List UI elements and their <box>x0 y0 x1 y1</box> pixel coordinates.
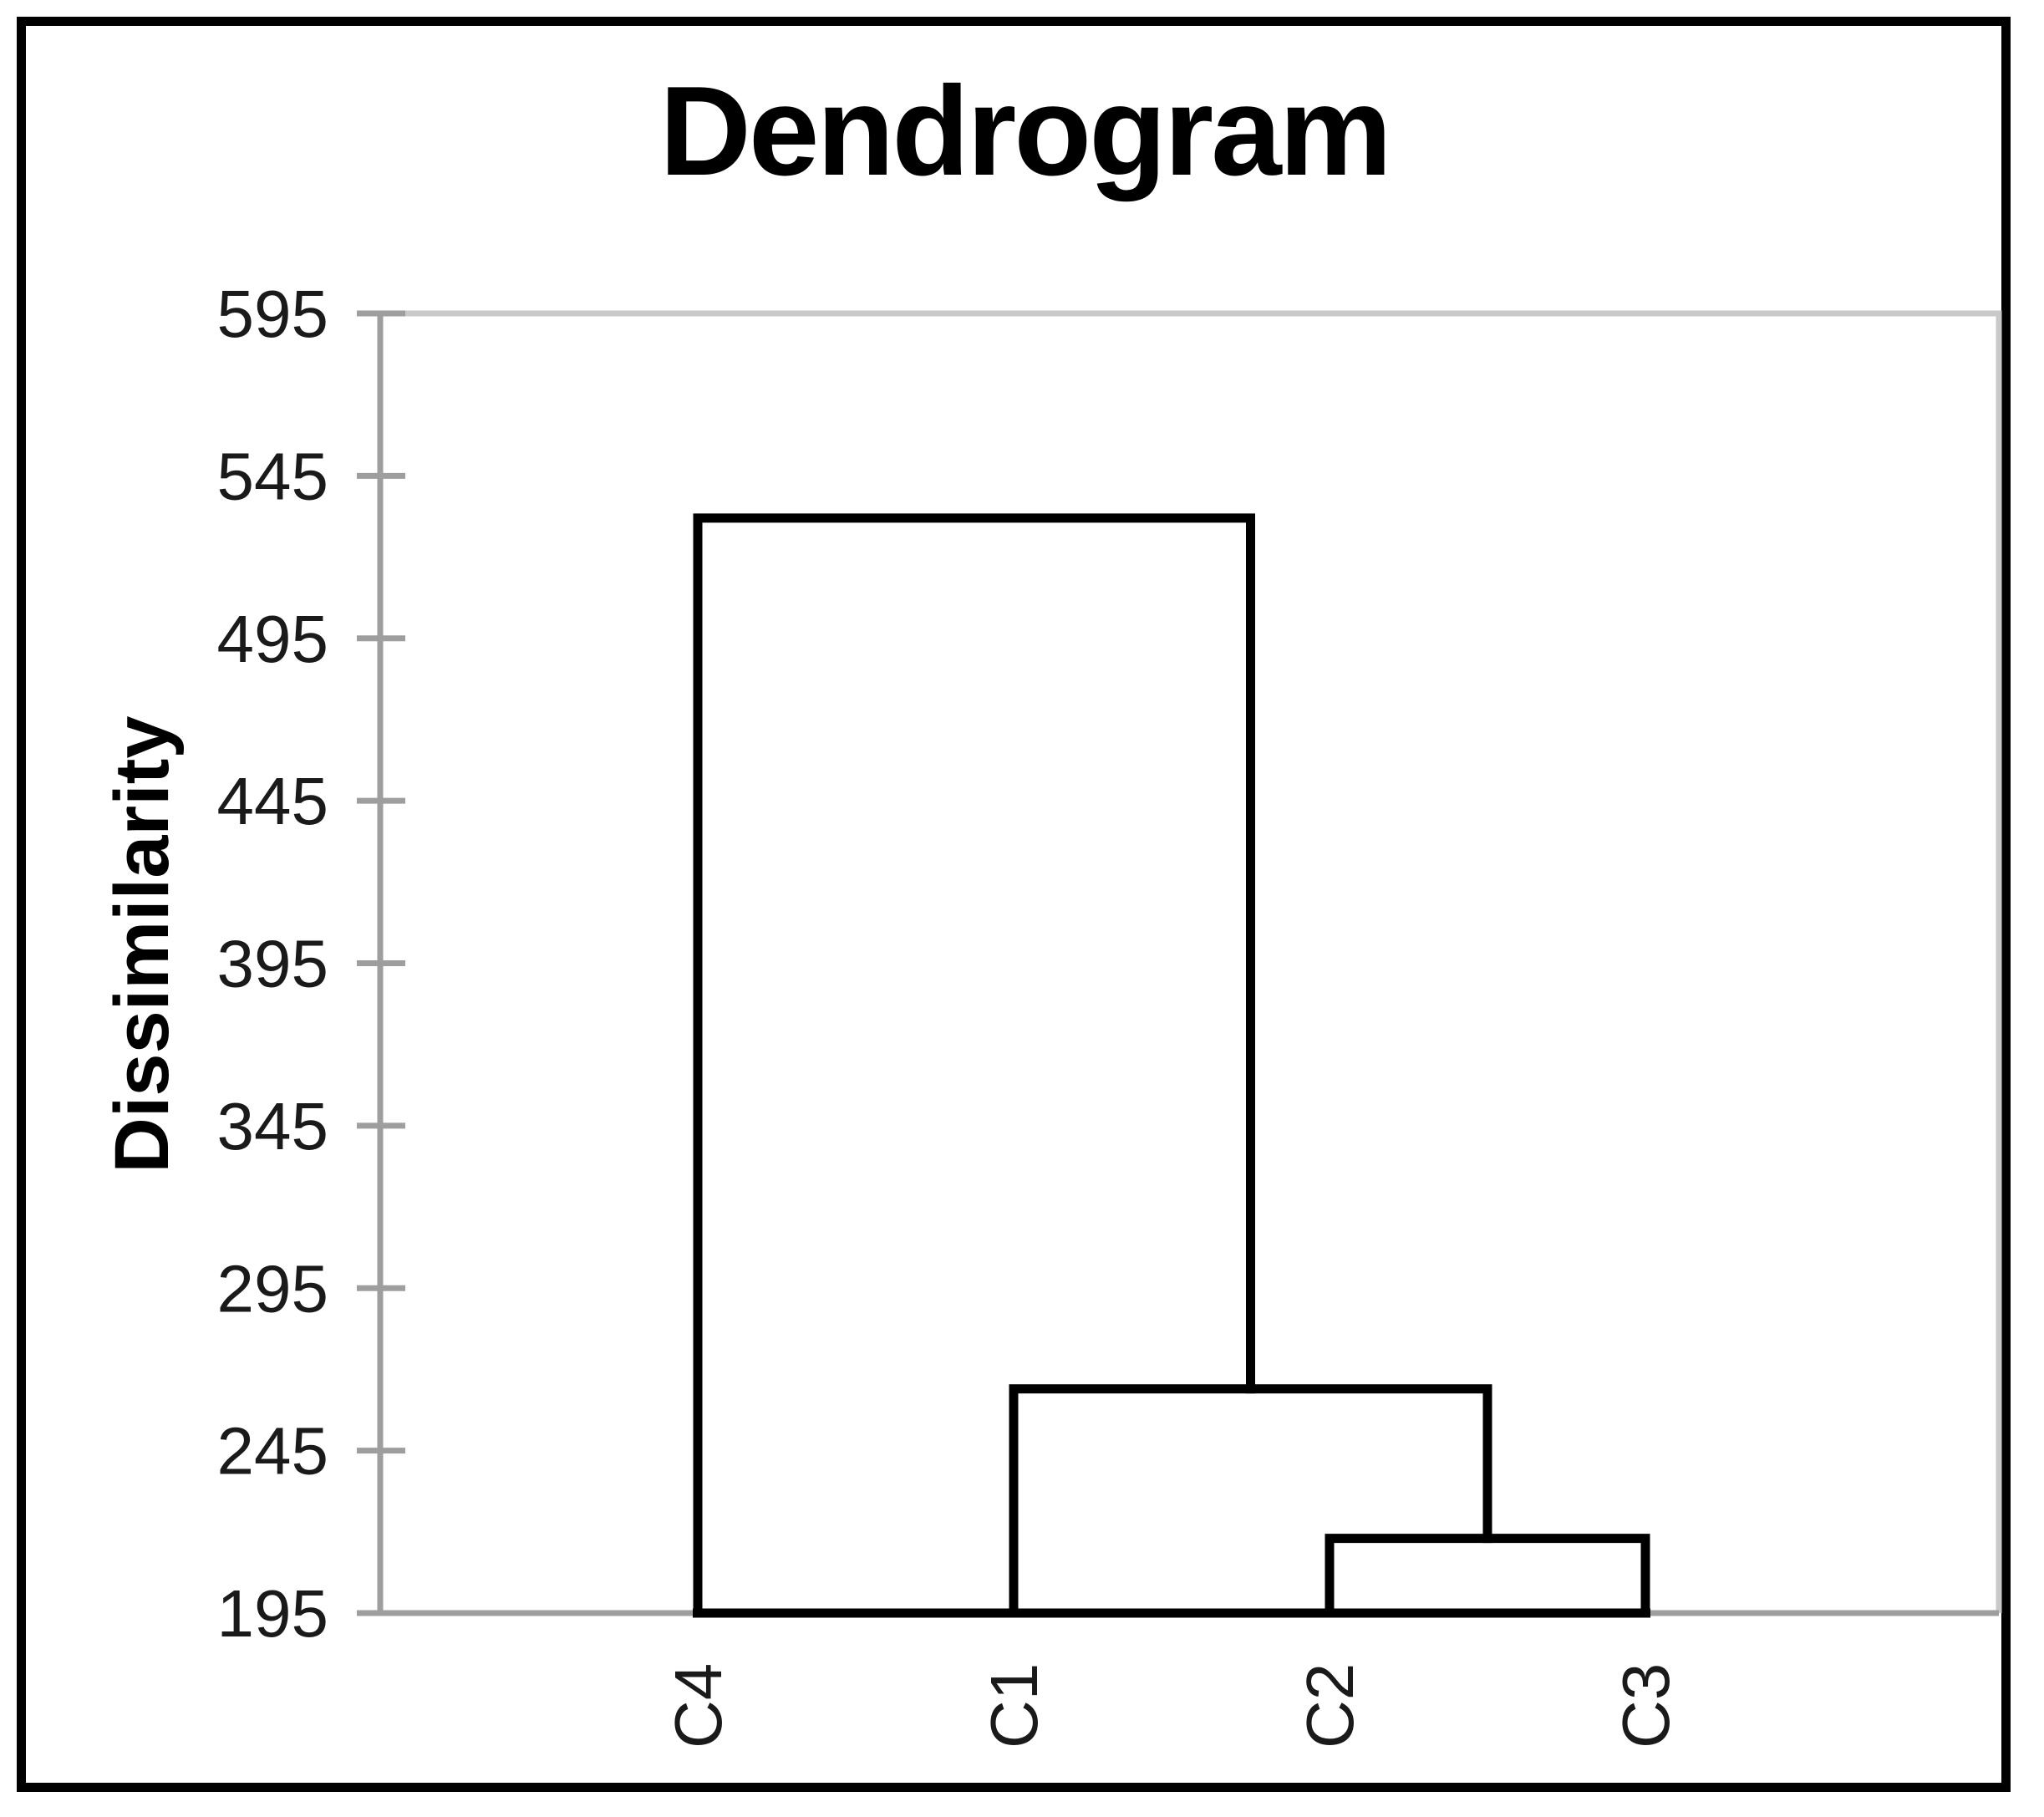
y-tick-label: 395 <box>217 927 328 1001</box>
y-tick-label: 195 <box>217 1576 328 1651</box>
leaf-label: C1 <box>977 1663 1051 1748</box>
y-tick-label: 495 <box>217 602 328 676</box>
plot-border-axis <box>377 313 1999 1616</box>
chart-title: Dendrogram <box>659 60 1392 202</box>
figure-border <box>17 17 2011 1792</box>
leaf-label: C3 <box>1609 1663 1683 1748</box>
y-tick-label: 445 <box>217 764 328 838</box>
dendrogram-link <box>1009 1384 1492 1618</box>
plot-border-top-right <box>380 310 2002 1613</box>
leaf-label: C2 <box>1293 1663 1367 1748</box>
leaf-label: C4 <box>661 1663 735 1748</box>
y-tick-label: 295 <box>217 1251 328 1326</box>
y-tick-label: 545 <box>217 439 328 513</box>
dendrogram-link <box>693 513 1255 1618</box>
y-tick-label: 245 <box>217 1414 328 1489</box>
y-tick-label: 345 <box>217 1089 328 1163</box>
y-tick-label: 595 <box>217 277 328 351</box>
dendrogram-link <box>1325 1534 1650 1618</box>
